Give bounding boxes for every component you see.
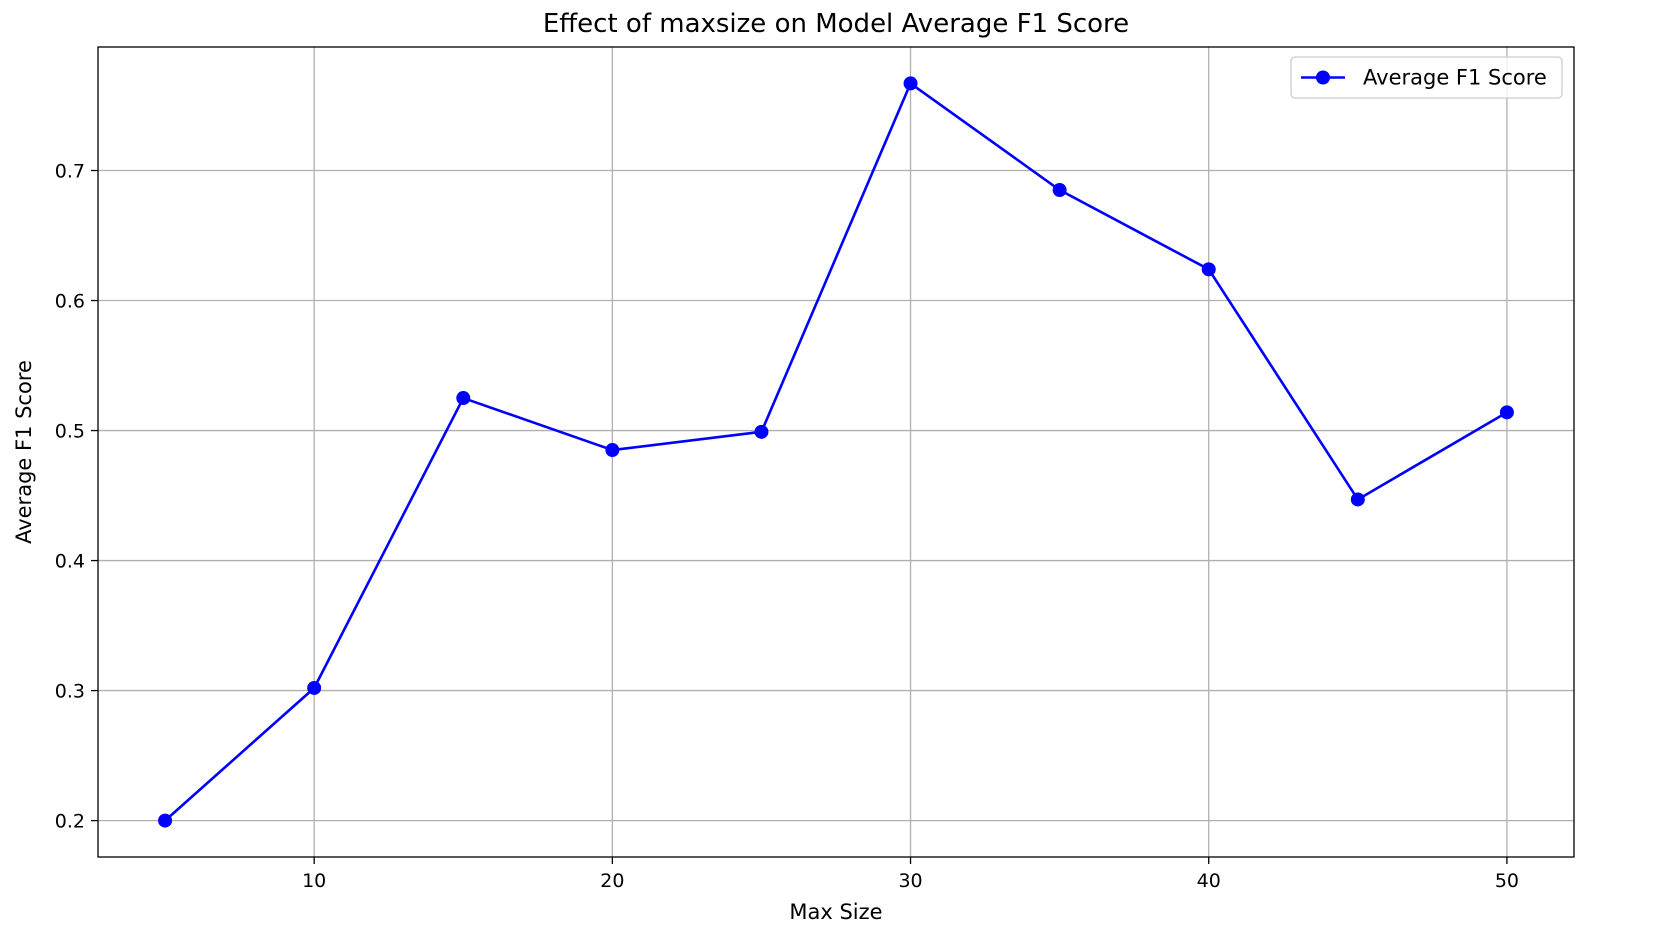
- chart-title: Effect of maxsize on Model Average F1 Sc…: [543, 9, 1129, 39]
- x-tick-label: 50: [1495, 870, 1519, 892]
- data-point: [903, 76, 918, 91]
- series-line: [164, 82, 1508, 822]
- data-point: [158, 813, 173, 828]
- legend-marker-swatch: [1316, 70, 1330, 85]
- legend-box: [1290, 56, 1563, 99]
- legend-label: Average F1 Score: [1363, 66, 1547, 90]
- data-point: [605, 443, 620, 458]
- x-tick-label: 10: [302, 870, 326, 892]
- data-point: [1052, 183, 1067, 198]
- grid-lines: [98, 47, 1574, 857]
- data-point: [1350, 492, 1365, 507]
- x-tick-label: 20: [600, 870, 624, 892]
- y-axis-ticks: 0.2 0.3 0.4 0.5 0.6 0.7: [55, 161, 98, 833]
- x-tick-label: 30: [898, 870, 922, 892]
- y-axis-label: Average F1 Score: [12, 360, 36, 544]
- y-tick-label: 0.4: [55, 551, 85, 573]
- data-point: [1201, 262, 1216, 277]
- data-point: [754, 424, 769, 439]
- x-axis-label: Max Size: [789, 900, 882, 924]
- x-axis-ticks: 10 20 30 40 50: [302, 857, 1519, 892]
- data-point: [307, 680, 322, 695]
- data-point: [1499, 405, 1514, 420]
- y-tick-label: 0.7: [55, 161, 85, 183]
- plot-area-frame: [97, 46, 1575, 858]
- series-layer: [158, 76, 1514, 828]
- legend: Average F1 Score: [1290, 56, 1563, 99]
- y-tick-label: 0.5: [55, 421, 85, 443]
- y-tick-label: 0.2: [55, 811, 85, 833]
- data-point: [456, 391, 471, 406]
- y-tick-label: 0.6: [55, 291, 85, 313]
- x-tick-label: 40: [1197, 870, 1221, 892]
- y-tick-label: 0.3: [55, 681, 85, 703]
